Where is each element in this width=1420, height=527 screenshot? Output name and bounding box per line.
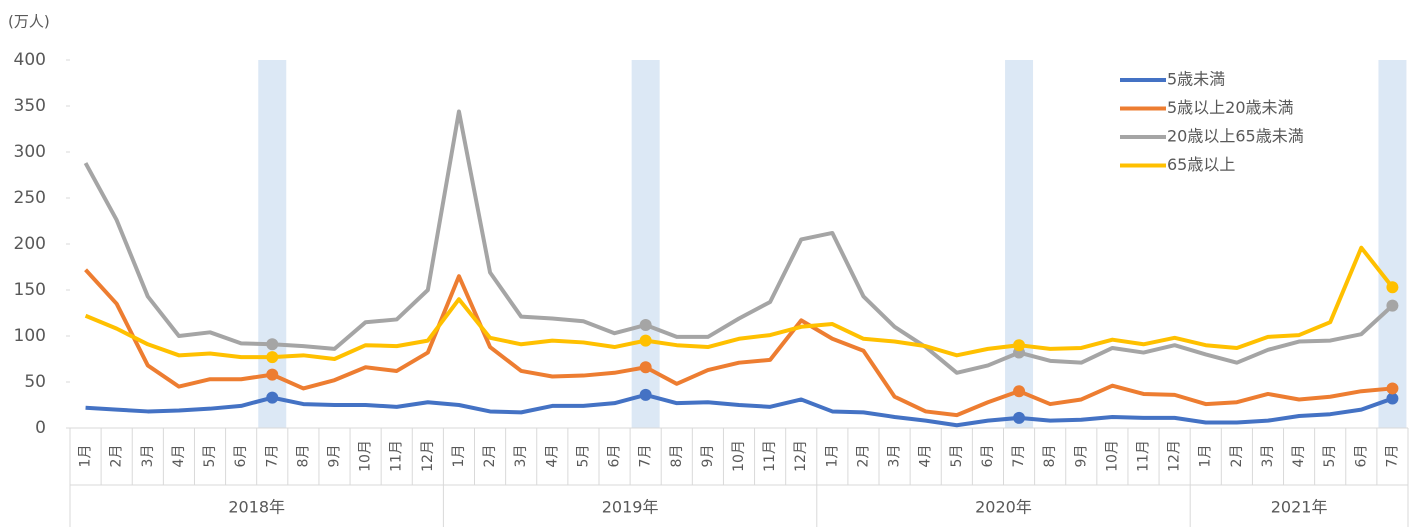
x-tick-label: 12月 xyxy=(793,440,809,472)
x-tick-label: 2月 xyxy=(855,445,871,468)
y-tick-label: 300 xyxy=(14,142,46,162)
x-tick-label: 7月 xyxy=(638,445,654,468)
x-tick-label: 7月 xyxy=(1011,445,1027,468)
y-tick-label: 350 xyxy=(14,96,46,116)
highlight-band xyxy=(258,60,287,428)
x-tick-label: 5月 xyxy=(949,445,965,468)
x-tick-label: 5月 xyxy=(202,445,218,468)
highlight-marker xyxy=(266,368,279,381)
legend-label: 65歳以上 xyxy=(1167,155,1235,174)
x-tick-label: 4月 xyxy=(1291,445,1307,468)
x-tick-label: 8月 xyxy=(669,445,685,468)
x-tick-label: 12月 xyxy=(420,440,436,472)
highlight-marker xyxy=(639,361,652,374)
x-tick-label: 4月 xyxy=(918,445,934,468)
highlight-marker xyxy=(1386,281,1399,294)
y-tick-label: 50 xyxy=(24,372,46,392)
series-line xyxy=(83,109,1394,375)
x-tick-label: 6月 xyxy=(1353,445,1369,468)
y-tick-label: 200 xyxy=(14,234,46,254)
x-tick-label: 7月 xyxy=(264,445,280,468)
x-tick-label: 9月 xyxy=(326,445,342,468)
legend-label: 5歳未満 xyxy=(1167,70,1225,89)
series-line xyxy=(84,245,1395,361)
highlight-marker xyxy=(1013,385,1026,398)
x-tick-label: 4月 xyxy=(171,445,187,468)
year-label: 2021年 xyxy=(1271,498,1328,517)
x-tick-label: 10月 xyxy=(358,440,374,472)
highlight-marker xyxy=(1013,411,1026,424)
x-tick-label: 3月 xyxy=(513,445,529,468)
x-tick-label: 1月 xyxy=(824,445,840,468)
y-tick-label: 150 xyxy=(14,280,46,300)
highlight-marker xyxy=(266,351,279,364)
series-line xyxy=(85,392,1394,428)
x-tick-label: 2月 xyxy=(1229,445,1245,468)
y-tick-label: 250 xyxy=(14,188,46,208)
x-tick-label: 6月 xyxy=(607,445,623,468)
x-tick-label: 1月 xyxy=(451,445,467,468)
highlight-marker xyxy=(266,338,279,351)
x-tick-label: 11月 xyxy=(1136,440,1152,472)
highlight-band xyxy=(1378,60,1407,428)
x-tick-label: 2月 xyxy=(482,445,498,468)
highlight-marker xyxy=(639,334,652,347)
x-tick-label: 11月 xyxy=(762,440,778,472)
x-tick-label: 8月 xyxy=(295,445,311,468)
x-tick-label: 5月 xyxy=(1322,445,1338,468)
x-tick-label: 3月 xyxy=(1260,445,1276,468)
x-tick-label: 4月 xyxy=(544,445,560,468)
x-tick-label: 3月 xyxy=(140,445,156,468)
year-label: 2018年 xyxy=(228,498,285,517)
highlight-marker xyxy=(266,391,279,404)
x-tick-label: 1月 xyxy=(78,445,94,468)
x-tick-label: 10月 xyxy=(1104,440,1120,472)
x-tick-label: 7月 xyxy=(1384,445,1400,468)
x-tick-label: 11月 xyxy=(389,440,405,472)
highlight-marker xyxy=(1386,299,1399,312)
x-tick-label: 9月 xyxy=(1073,445,1089,468)
highlight-marker xyxy=(1013,339,1026,352)
x-tick-label: 8月 xyxy=(1042,445,1058,468)
x-tick-label: 12月 xyxy=(1167,440,1183,472)
year-label: 2019年 xyxy=(602,498,659,517)
year-label: 2020年 xyxy=(975,498,1032,517)
highlight-marker xyxy=(1386,392,1399,405)
legend-label: 20歳以上65歳未満 xyxy=(1167,127,1304,146)
highlight-band xyxy=(1005,60,1034,428)
x-tick-label: 1月 xyxy=(1198,445,1214,468)
x-tick-label: 3月 xyxy=(887,445,903,468)
x-tick-label: 6月 xyxy=(980,445,996,468)
series-line xyxy=(84,268,1393,418)
x-tick-label: 10月 xyxy=(731,440,747,472)
x-tick-label: 5月 xyxy=(575,445,591,468)
y-tick-label: 0 xyxy=(35,418,46,438)
y-tick-label: 400 xyxy=(14,50,46,70)
y-tick-label: 100 xyxy=(14,326,46,346)
highlight-marker xyxy=(639,318,652,331)
x-tick-label: 9月 xyxy=(700,445,716,468)
highlight-marker xyxy=(1386,382,1399,395)
legend-label: 5歳以上20歳未満 xyxy=(1167,98,1294,117)
x-tick-label: 2月 xyxy=(109,445,125,468)
x-tick-label: 6月 xyxy=(233,445,249,468)
unit-label: (万人) xyxy=(8,13,50,31)
highlight-marker xyxy=(639,388,652,401)
